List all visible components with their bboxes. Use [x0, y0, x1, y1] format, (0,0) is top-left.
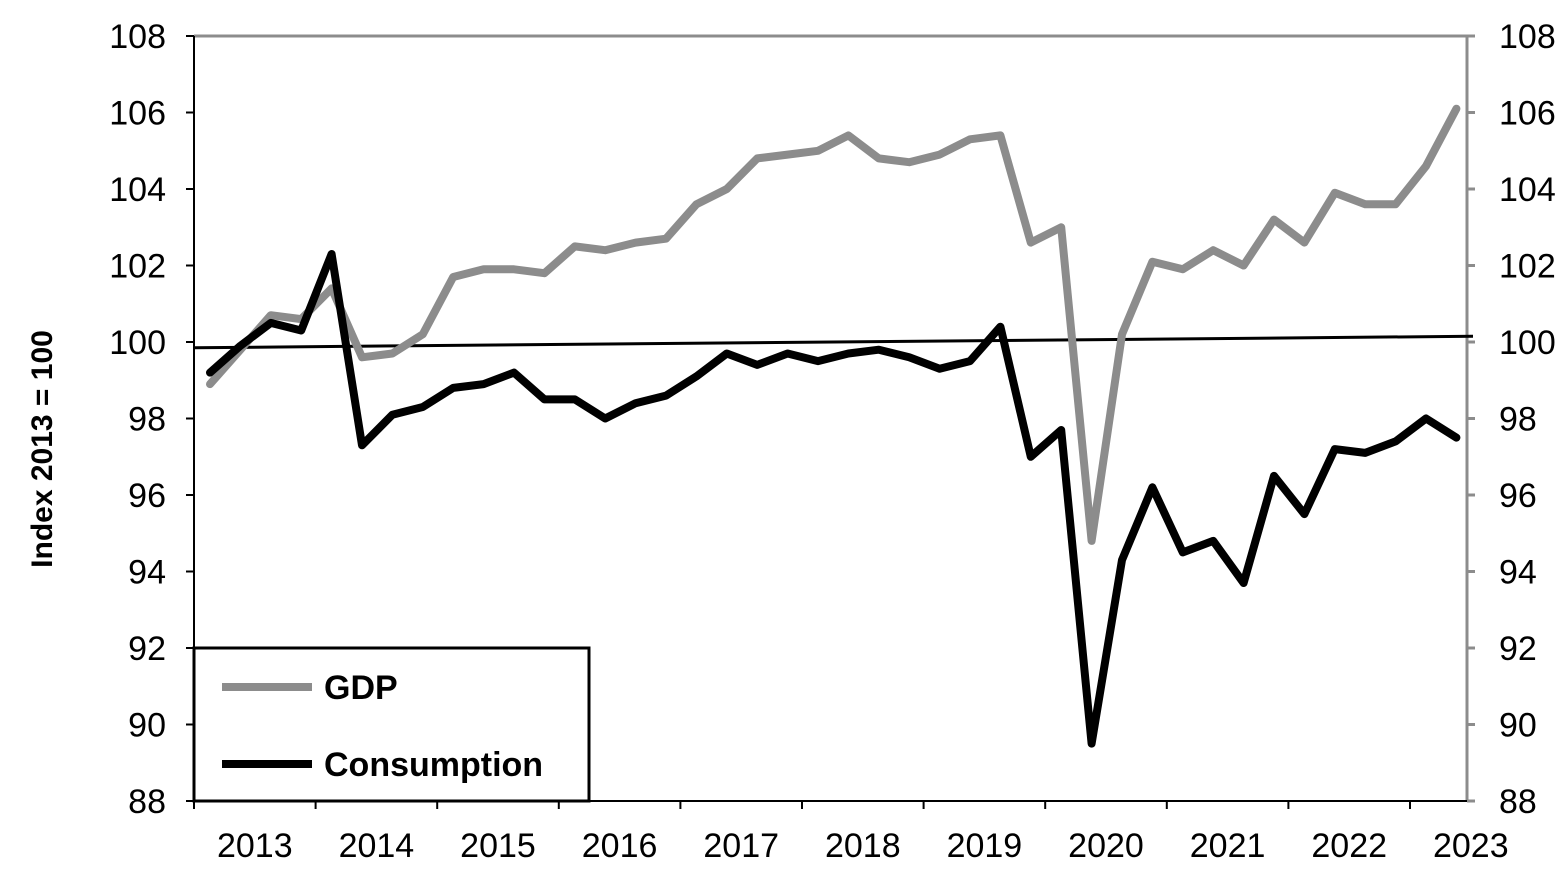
x-tick-label: 2023 — [1433, 827, 1509, 865]
x-tick-label: 2022 — [1311, 827, 1387, 865]
right-y-tick-label: 88 — [1499, 783, 1537, 821]
x-tick-label: 2014 — [339, 827, 415, 865]
series-line-consumption — [206, 250, 1461, 748]
right-y-tick-label: 96 — [1499, 477, 1537, 515]
left-y-tick-label: 98 — [128, 401, 166, 439]
reference-line-100 — [193, 334, 1474, 350]
left-y-tick-label: 106 — [109, 95, 166, 133]
left-y-tick-label: 104 — [109, 171, 166, 209]
x-tick-label: 2019 — [947, 827, 1023, 865]
reference-line-layer — [193, 334, 1474, 350]
right-y-tick-label: 98 — [1499, 401, 1537, 439]
x-tick-label: 2016 — [582, 827, 658, 865]
left-y-tick-label: 102 — [109, 248, 166, 286]
right-y-tick-label: 94 — [1499, 554, 1537, 592]
left-y-axis: 88 90 92 94 96 98 100 102 104 106 108 — [109, 18, 194, 821]
x-tick-label: 2018 — [825, 827, 901, 865]
y-axis-title: Index 2013 = 100 — [26, 330, 59, 568]
right-y-tick-label: 108 — [1499, 18, 1556, 56]
x-tick-label: 2020 — [1068, 827, 1144, 865]
right-y-tick-label: 92 — [1499, 630, 1537, 668]
left-y-tick-label: 92 — [128, 630, 166, 668]
left-y-tick-label: 94 — [128, 554, 166, 592]
legend-label-consumption: Consumption — [324, 746, 543, 784]
left-y-tick-label: 108 — [109, 18, 166, 56]
left-y-tick-label: 88 — [128, 783, 166, 821]
series-layer — [206, 104, 1461, 748]
left-y-tick-label: 96 — [128, 477, 166, 515]
x-tick-label: 2013 — [217, 827, 293, 865]
x-tick-label: 2017 — [703, 827, 779, 865]
right-y-tick-label: 104 — [1499, 171, 1556, 209]
right-y-tick-label: 90 — [1499, 707, 1537, 745]
right-y-tick-label: 100 — [1499, 324, 1556, 362]
x-axis: 2013 2014 2015 2016 2017 2018 2019 2020 2021 2022… — [193, 801, 1509, 865]
right-y-tick-label: 102 — [1499, 248, 1556, 286]
right-y-tick-label: 106 — [1499, 95, 1556, 133]
legend: GDP Consumption — [192, 646, 591, 803]
legend-label-gdp: GDP — [324, 669, 398, 707]
x-tick-label: 2015 — [460, 827, 536, 865]
left-y-tick-label: 100 — [109, 324, 166, 362]
legend-box — [192, 646, 591, 803]
right-y-axis: 88 90 92 94 96 98 100 102 104 106 108 — [1467, 18, 1556, 821]
left-y-tick-label: 90 — [128, 707, 166, 745]
series-line-gdp — [206, 104, 1461, 545]
x-tick-label: 2021 — [1190, 827, 1266, 865]
